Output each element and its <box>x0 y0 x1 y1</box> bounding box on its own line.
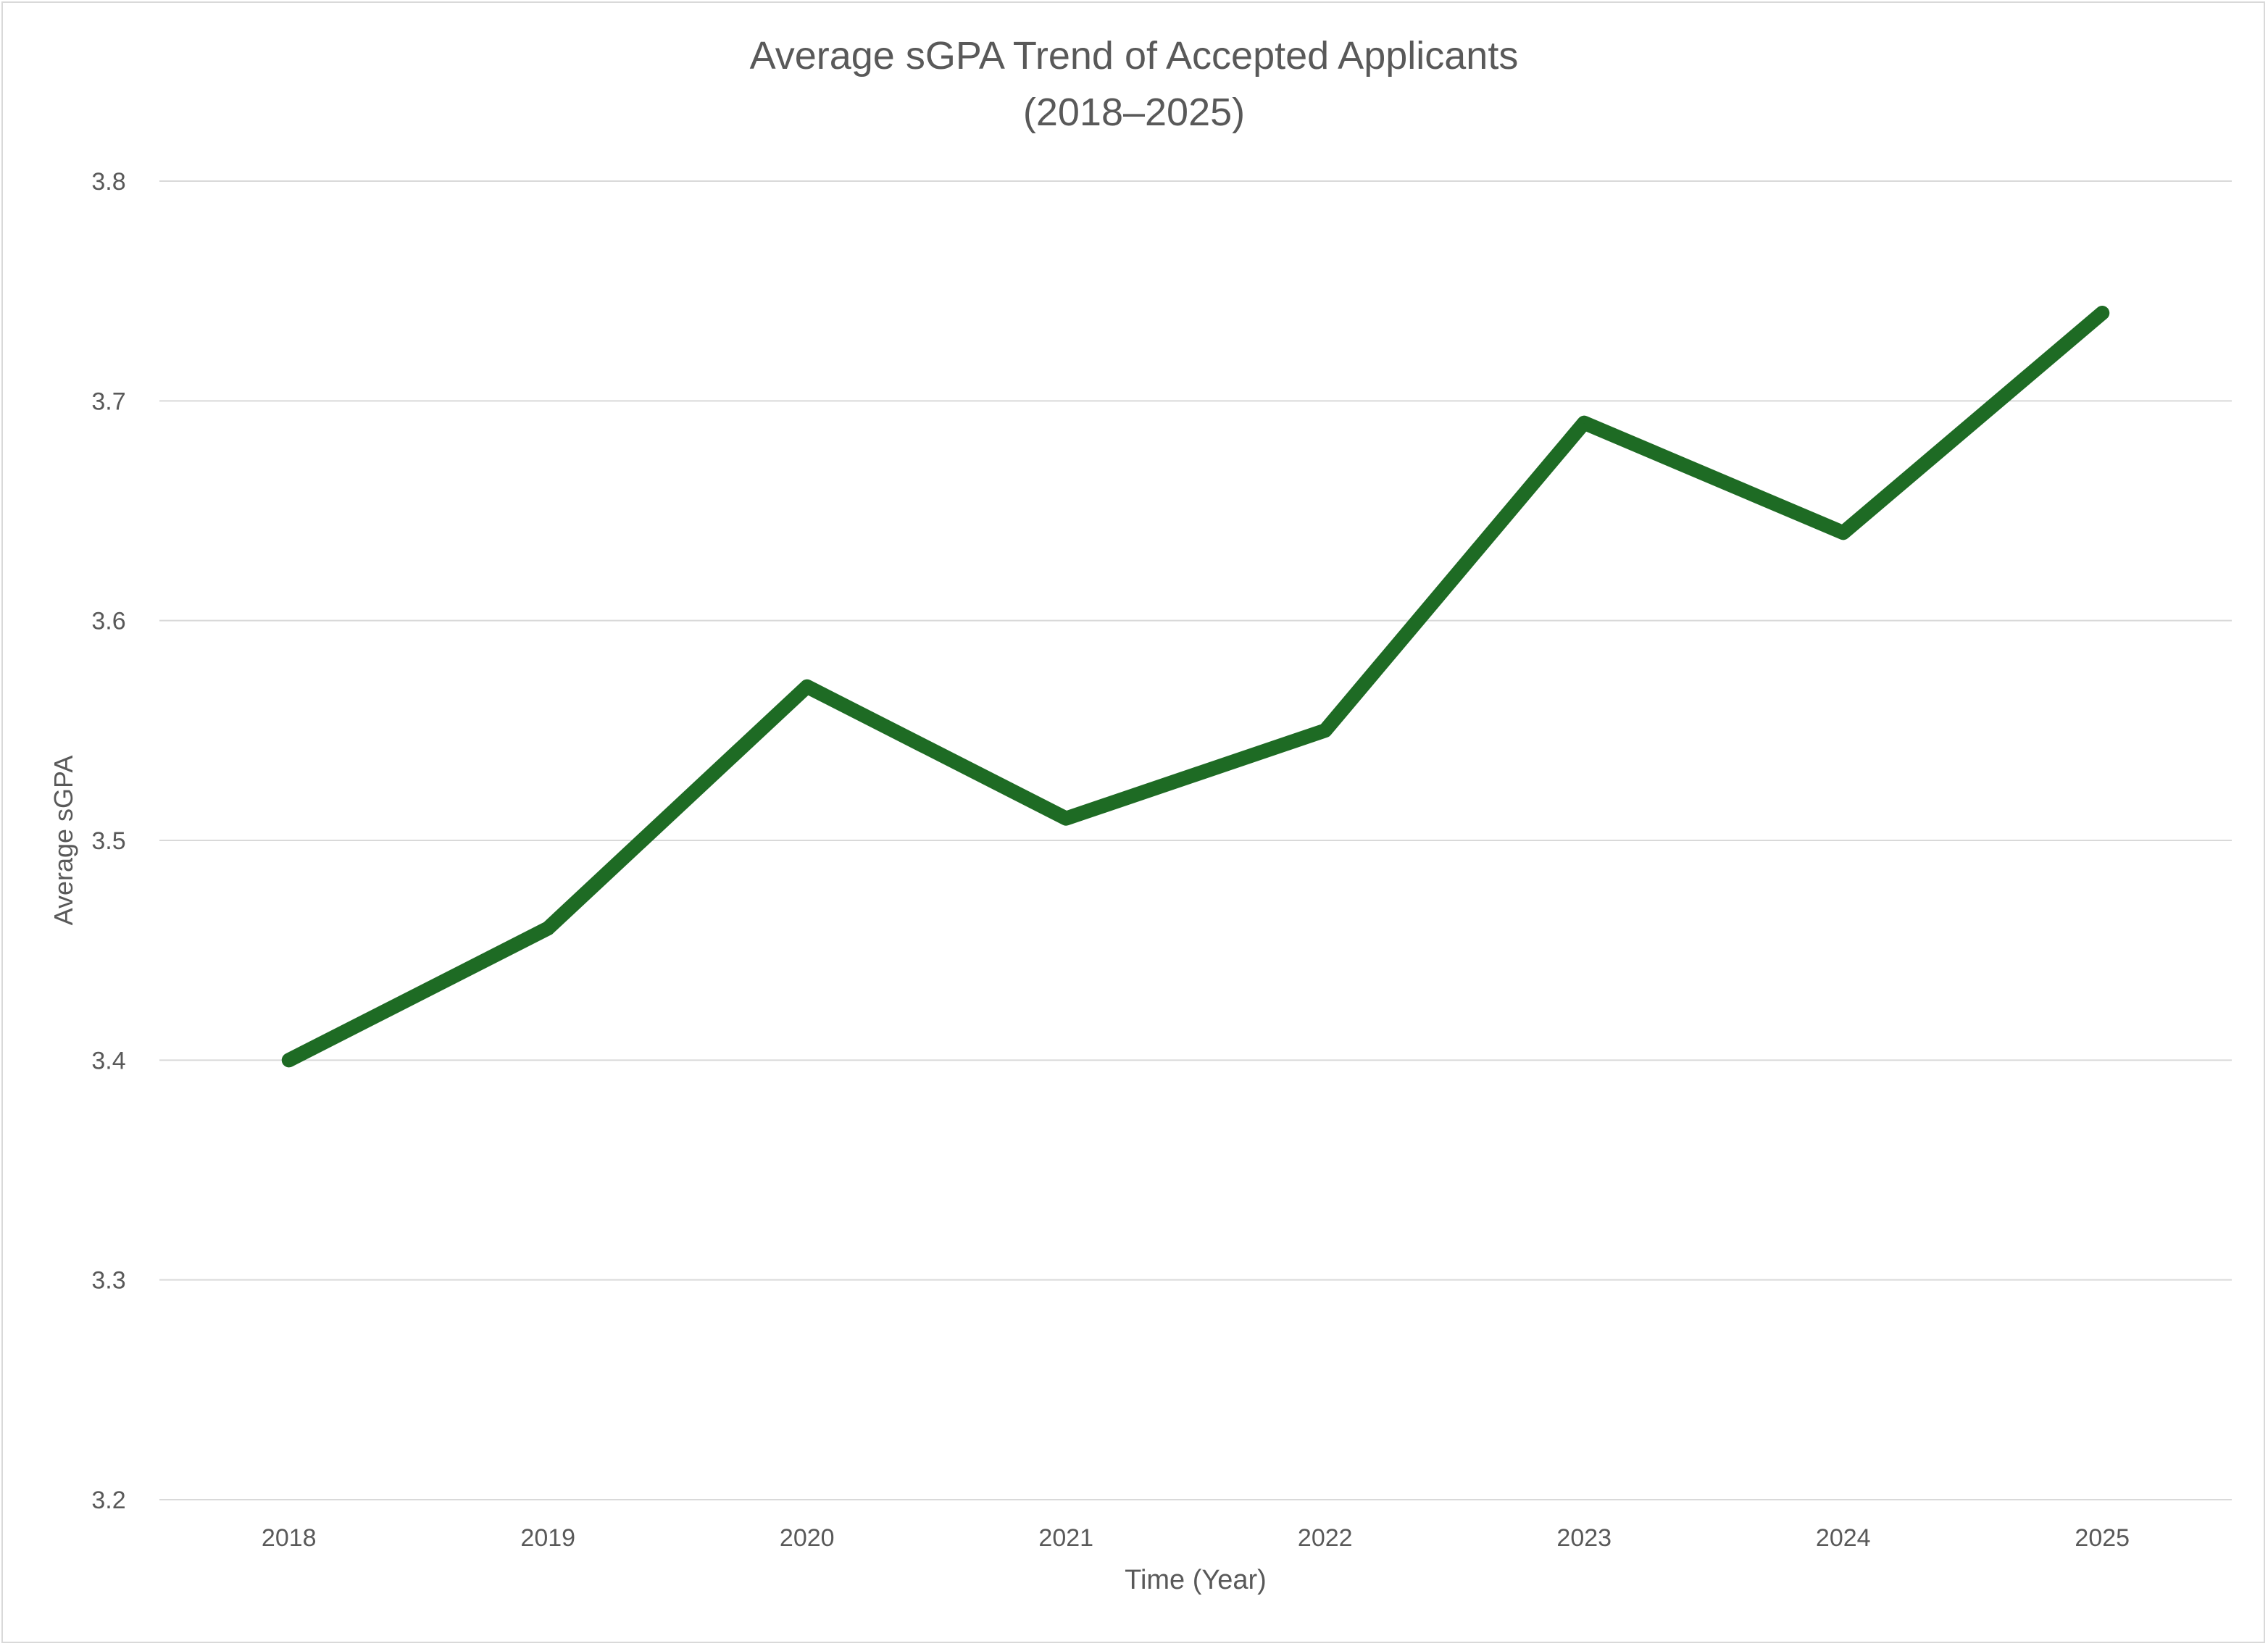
data-point <box>288 1059 290 1061</box>
x-tick-label: 2025 <box>2075 1524 2130 1552</box>
y-tick-label: 3.6 <box>91 608 125 635</box>
x-tick-label: 2019 <box>520 1524 575 1552</box>
data-point <box>547 927 549 929</box>
data-point <box>806 685 808 688</box>
data-point <box>1324 730 1326 732</box>
data-point <box>1583 422 1585 424</box>
x-tick-label: 2023 <box>1556 1524 1612 1552</box>
y-tick-label: 3.8 <box>91 168 125 196</box>
y-tick-label: 3.4 <box>91 1047 125 1074</box>
x-tick-label: 2020 <box>780 1524 835 1552</box>
series-line <box>281 306 2110 1068</box>
y-tick-label: 3.5 <box>91 827 125 855</box>
x-axis-label: Time (Year) <box>1125 1565 1267 1595</box>
y-tick-label: 3.7 <box>91 388 125 415</box>
chart-subtitle: (2018–2025) <box>1022 91 1246 134</box>
x-tick-label: 2018 <box>262 1524 317 1552</box>
data-point <box>1065 817 1067 819</box>
chart-title-main: Average sGPA Trend of Accepted Applicant… <box>749 34 1519 78</box>
y-tick-label: 3.2 <box>91 1487 125 1514</box>
data-point <box>2101 312 2104 314</box>
x-tick-label: 2021 <box>1038 1524 1093 1552</box>
x-tick-label: 2022 <box>1298 1524 1353 1552</box>
data-point <box>1842 532 1844 534</box>
y-tick-label: 3.3 <box>91 1267 125 1295</box>
chart-title: Average sGPA Trend of Accepted Applicant… <box>0 28 2268 141</box>
x-tick-label: 2024 <box>1816 1524 1871 1552</box>
